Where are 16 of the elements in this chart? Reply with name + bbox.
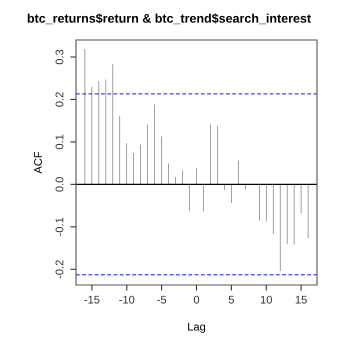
x-tick-label: -15 — [84, 296, 100, 304]
y-tick-label: 0.2 — [56, 92, 64, 107]
x-tick-label: 15 — [296, 296, 307, 304]
chart-title: btc_returns$return & btc_trend$search_interest — [28, 13, 311, 24]
x-tick-label: 0 — [194, 296, 200, 304]
x-tick-label: 5 — [228, 296, 234, 304]
y-axis-title: ACF — [34, 152, 42, 174]
x-tick-label: -5 — [157, 296, 166, 304]
y-tick-label: 0.3 — [56, 50, 64, 64]
y-tick-label: 0.0 — [56, 177, 64, 192]
y-tick-label: 0.1 — [56, 134, 64, 150]
y-tick-label: -0.2 — [56, 260, 64, 278]
x-tick-label: -10 — [119, 296, 134, 304]
y-tick-label: -0.1 — [56, 218, 64, 236]
x-axis-title: Lag — [188, 322, 206, 333]
x-tick-label: 10 — [260, 296, 272, 304]
